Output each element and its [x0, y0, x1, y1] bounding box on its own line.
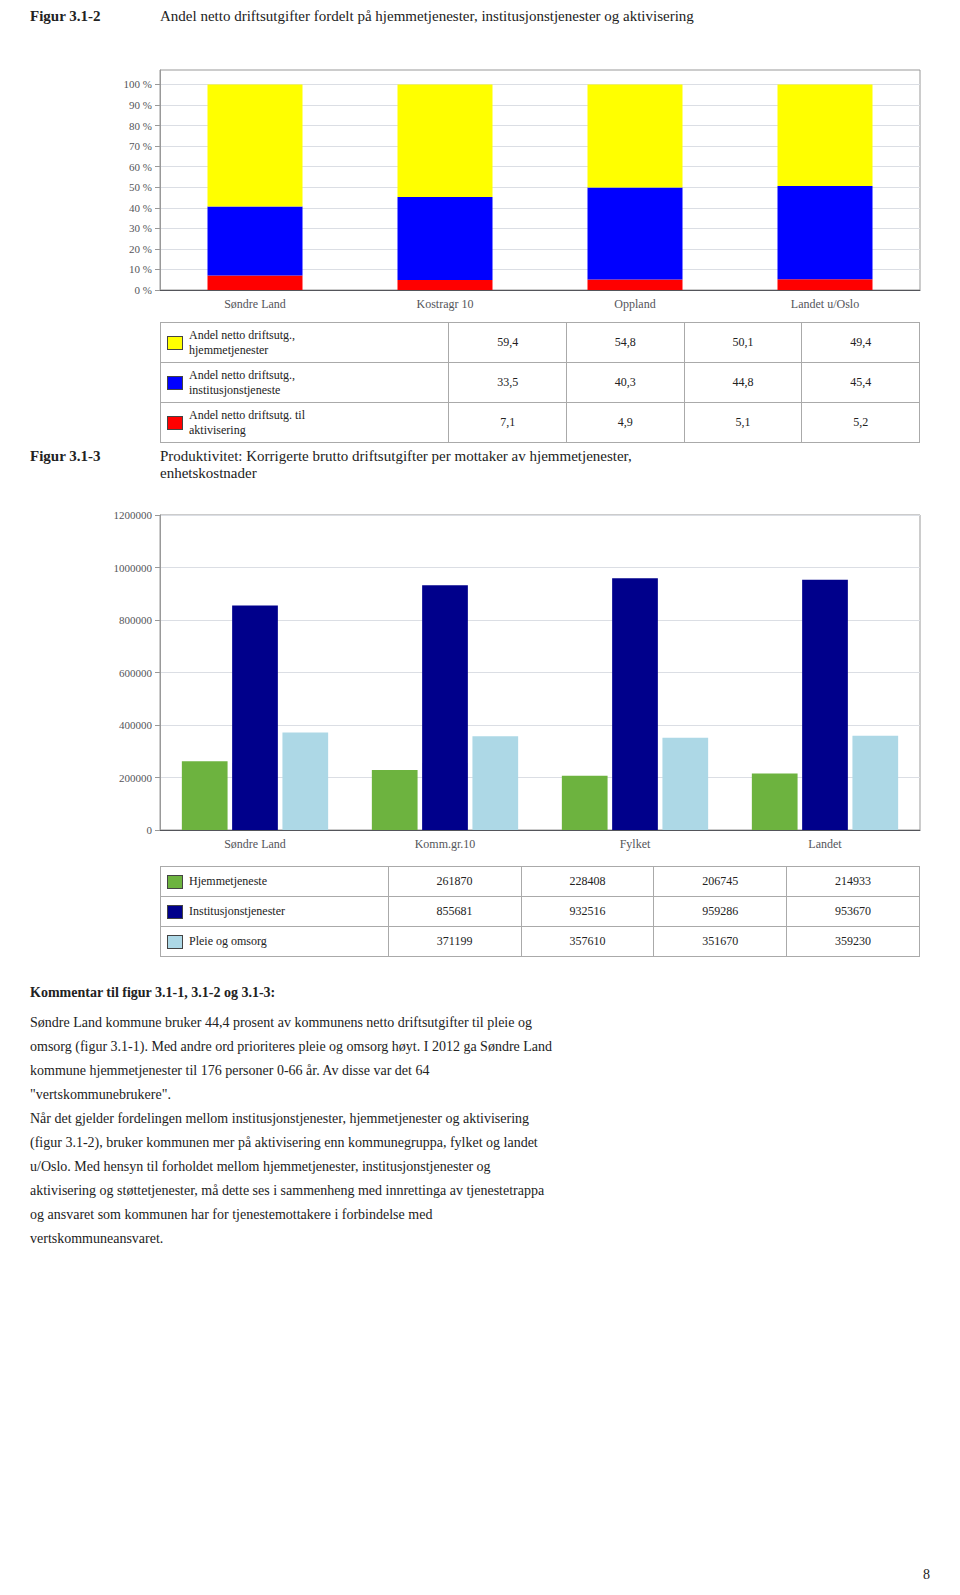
svg-text:70 %: 70 %: [129, 140, 152, 152]
svg-text:Søndre Land: Søndre Land: [224, 297, 286, 311]
html-text:Når det gjelder fordelingen me: Når det gjelder fordelingen mellom insti…: [30, 1111, 529, 1126]
svg-text:Landet u/Oslo: Landet u/Oslo: [791, 297, 859, 311]
html-text:Institusjonstjenester: Institusjonstjenester: [189, 904, 285, 919]
html-text:Produktivitet: Korrigerte brut: Produktivitet: Korrigerte brutto driftsu…: [160, 448, 632, 481]
svg-text:90 %: 90 %: [129, 99, 152, 111]
svg-text:600000: 600000: [119, 667, 153, 679]
svg-text:60 %: 60 %: [129, 161, 152, 173]
html-text:261870: 261870: [436, 874, 473, 888]
html-text:50,1: 50,1: [732, 335, 754, 349]
html-text:855681: 855681: [436, 904, 473, 918]
html-text:49,4: 49,4: [850, 335, 872, 349]
html-text:omsorg (figur 3.1-1). Med andr: omsorg (figur 3.1-1). Med andre ord prio…: [30, 1039, 552, 1054]
svg-text:Søndre Land: Søndre Land: [224, 837, 286, 851]
svg-text:0 %: 0 %: [135, 284, 152, 296]
svg-text:20 %: 20 %: [129, 243, 152, 255]
svg-text:50 %: 50 %: [129, 181, 152, 193]
svg-text:Fylket: Fylket: [620, 837, 651, 851]
html-text:og ansvaret som kommunen har f: og ansvaret som kommunen har for tjenest…: [30, 1207, 433, 1222]
html-text:932516: 932516: [569, 904, 606, 918]
svg-text:800000: 800000: [119, 614, 153, 626]
html-text:Andel netto driftsutgifter for: Andel netto driftsutgifter fordelt på hj…: [160, 8, 694, 24]
html-text:351670: 351670: [702, 934, 739, 948]
svg-text:400000: 400000: [119, 719, 153, 731]
svg-text:100 %: 100 %: [124, 78, 152, 90]
svg-text:Landet: Landet: [808, 837, 842, 851]
html-text:u/Oslo. Med hensyn til forhold: u/Oslo. Med hensyn til forholdet mellom …: [30, 1159, 491, 1174]
html-text:959286: 959286: [702, 904, 739, 918]
svg-text:1200000: 1200000: [114, 509, 153, 521]
html-text:Kommentar til figur 3.1-1, 3.1: Kommentar til figur 3.1-1, 3.1-2 og 3.1-…: [30, 985, 276, 1000]
html-text:54,8: 54,8: [614, 335, 636, 349]
html-text:aktivisering og støttetjeneste: aktivisering og støttetjenester, må dett…: [30, 1183, 545, 1198]
svg-text:1000000: 1000000: [114, 562, 153, 574]
html-text:357610: 357610: [569, 934, 606, 948]
html-text:(figur 3.1-2), bruker kommunen: (figur 3.1-2), bruker kommunen mer på ak…: [30, 1135, 538, 1150]
html-text:"vertskommunebrukere".: "vertskommunebrukere".: [30, 1087, 171, 1102]
svg-text:10 %: 10 %: [129, 263, 152, 275]
html-text:45,4: 45,4: [850, 375, 872, 389]
svg-text:200000: 200000: [119, 772, 153, 784]
html-text:Søndre Land kommune bruker 44,: Søndre Land kommune bruker 44,4 prosent …: [30, 1015, 532, 1030]
html-text:59,4: 59,4: [497, 335, 519, 349]
html-text:359230: 359230: [835, 934, 872, 948]
html-text:Andel netto driftsutg. til akt: Andel netto driftsutg. til aktivisering: [189, 407, 305, 437]
html-text:33,5: 33,5: [497, 375, 519, 389]
svg-text:Komm.gr.10: Komm.gr.10: [415, 837, 476, 851]
html-text:214933: 214933: [835, 874, 872, 888]
html-text:5,2: 5,2: [853, 415, 869, 429]
html-text:5,1: 5,1: [735, 415, 751, 429]
html-text:7,1: 7,1: [500, 415, 516, 429]
html-text:40,3: 40,3: [614, 375, 636, 389]
html-text:vertskommuneansvaret.: vertskommuneansvaret.: [30, 1231, 164, 1246]
html-text:Andel netto driftsutg., hjemme: Andel netto driftsutg., hjemmetjenester: [189, 327, 295, 357]
html-text:kommune hjemmetjenester til 17: kommune hjemmetjenester til 176 personer…: [30, 1063, 430, 1078]
html-text:Andel netto driftsutg., instit: Andel netto driftsutg., institusjonstjen…: [189, 367, 295, 397]
html-text:Figur 3.1-3: Figur 3.1-3: [30, 448, 101, 464]
svg-text:80 %: 80 %: [129, 120, 152, 132]
svg-text:30 %: 30 %: [129, 222, 152, 234]
html-text:Pleie og omsorg: Pleie og omsorg: [189, 934, 267, 949]
html-text:Figur 3.1-2: Figur 3.1-2: [30, 8, 101, 24]
svg-text:Oppland: Oppland: [614, 297, 655, 311]
html-text:228408: 228408: [569, 874, 606, 888]
html-text:Hjemmetjeneste: Hjemmetjeneste: [189, 874, 267, 889]
html-text:953670: 953670: [835, 904, 872, 918]
svg-text:0: 0: [147, 824, 153, 836]
html-text:206745: 206745: [702, 874, 739, 888]
html-text:8: 8: [923, 1567, 930, 1582]
svg-text:Kostragr 10: Kostragr 10: [417, 297, 474, 311]
html-text:4,9: 4,9: [617, 415, 633, 429]
html-text:44,8: 44,8: [732, 375, 754, 389]
svg-text:40 %: 40 %: [129, 202, 152, 214]
html-text:371199: 371199: [436, 934, 473, 948]
